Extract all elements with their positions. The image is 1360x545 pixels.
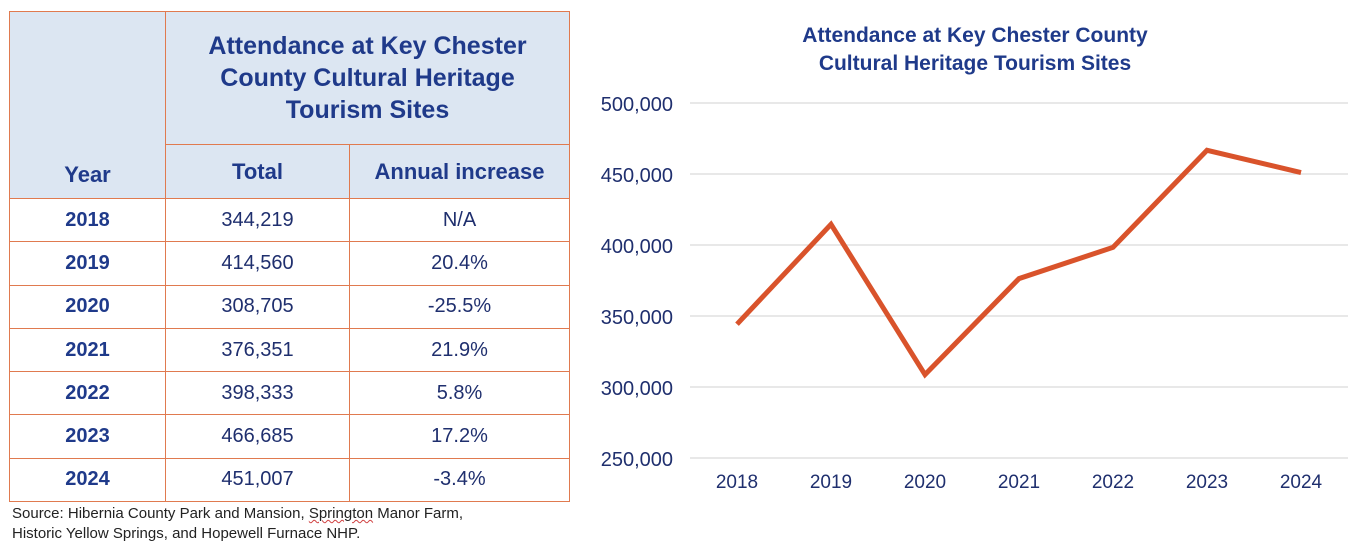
table-title: Attendance at Key Chester County Cultura… xyxy=(164,11,571,145)
table-row: 2019 414,560 20.4% xyxy=(9,241,571,286)
y-tick-label: 300,000 xyxy=(601,378,673,400)
increase-column-header: Annual increase xyxy=(348,144,571,199)
x-tick-label: 2020 xyxy=(904,472,946,493)
increase-cell: 20.4% xyxy=(348,241,571,286)
y-tick-label: 500,000 xyxy=(601,94,673,116)
chart-title: Attendance at Key Chester County Cultura… xyxy=(580,22,1360,78)
series-line xyxy=(735,147,1302,379)
total-cell: 308,705 xyxy=(165,284,350,329)
chart-title-line-1: Attendance at Key Chester County xyxy=(802,24,1148,47)
table-row: 2023 466,685 17.2% xyxy=(9,414,571,459)
total-cell: 451,007 xyxy=(165,457,350,503)
source-text-end: Manor Farm, Historic Yellow Springs, and… xyxy=(12,505,464,542)
source-text-start: Source: Hibernia County Park and Mansion… xyxy=(12,505,309,522)
total-cell: 344,219 xyxy=(165,197,350,243)
chart-title-line-2: Cultural Heritage Tourism Sites xyxy=(818,52,1132,75)
source-note: Source: Hibernia County Park and Mansion… xyxy=(12,504,492,544)
x-tick-label: 2022 xyxy=(1092,472,1134,493)
year-cell: 2023 xyxy=(9,414,166,459)
year-cell: 2022 xyxy=(9,371,166,416)
y-tick-label: 400,000 xyxy=(601,236,673,258)
year-column-header: Year xyxy=(9,11,166,199)
total-cell: 398,333 xyxy=(165,371,350,416)
increase-cell: 17.2% xyxy=(348,414,571,459)
year-cell: 2020 xyxy=(9,284,166,329)
table-row: 2020 308,705 -25.5% xyxy=(9,284,571,329)
y-tick-label: 350,000 xyxy=(601,307,673,329)
total-column-header: Total xyxy=(165,144,350,199)
table-row: 2022 398,333 5.8% xyxy=(9,371,571,416)
x-tick-label: 2021 xyxy=(998,472,1040,493)
year-cell: 2018 xyxy=(9,197,166,243)
attendance-table-container: Year Attendance at Key Chester County Cu… xyxy=(9,11,571,503)
attendance-line-chart: Attendance at Key Chester County Cultura… xyxy=(580,0,1360,545)
y-tick-label: 250,000 xyxy=(601,449,673,471)
x-tick-label: 2024 xyxy=(1280,472,1323,493)
table-row: 2024 451,007 -3.4% xyxy=(9,457,571,503)
y-tick-label: 450,000 xyxy=(601,165,673,187)
attendance-table: Year Attendance at Key Chester County Cu… xyxy=(9,11,571,503)
source-text-underlined: Springton xyxy=(308,505,374,522)
increase-cell: -25.5% xyxy=(348,284,571,329)
increase-cell: -3.4% xyxy=(348,457,571,503)
x-tick-label: 2019 xyxy=(810,472,852,493)
x-tick-label: 2023 xyxy=(1186,472,1228,493)
year-cell: 2019 xyxy=(9,241,166,286)
total-cell: 376,351 xyxy=(165,327,350,373)
total-cell: 414,560 xyxy=(165,241,350,286)
table-row: 2018 344,219 N/A xyxy=(9,197,571,243)
increase-cell: N/A xyxy=(348,197,571,243)
chart-canvas: 250,000 300,000 350,000 400,000 450,000 500,0… xyxy=(601,94,1348,493)
total-cell: 466,685 xyxy=(165,414,350,459)
year-cell: 2024 xyxy=(9,457,166,503)
increase-cell: 5.8% xyxy=(348,371,571,416)
increase-cell: 21.9% xyxy=(348,327,571,373)
x-tick-label: 2018 xyxy=(716,472,758,493)
year-cell: 2021 xyxy=(9,327,166,373)
table-row: 2021 376,351 21.9% xyxy=(9,327,571,373)
